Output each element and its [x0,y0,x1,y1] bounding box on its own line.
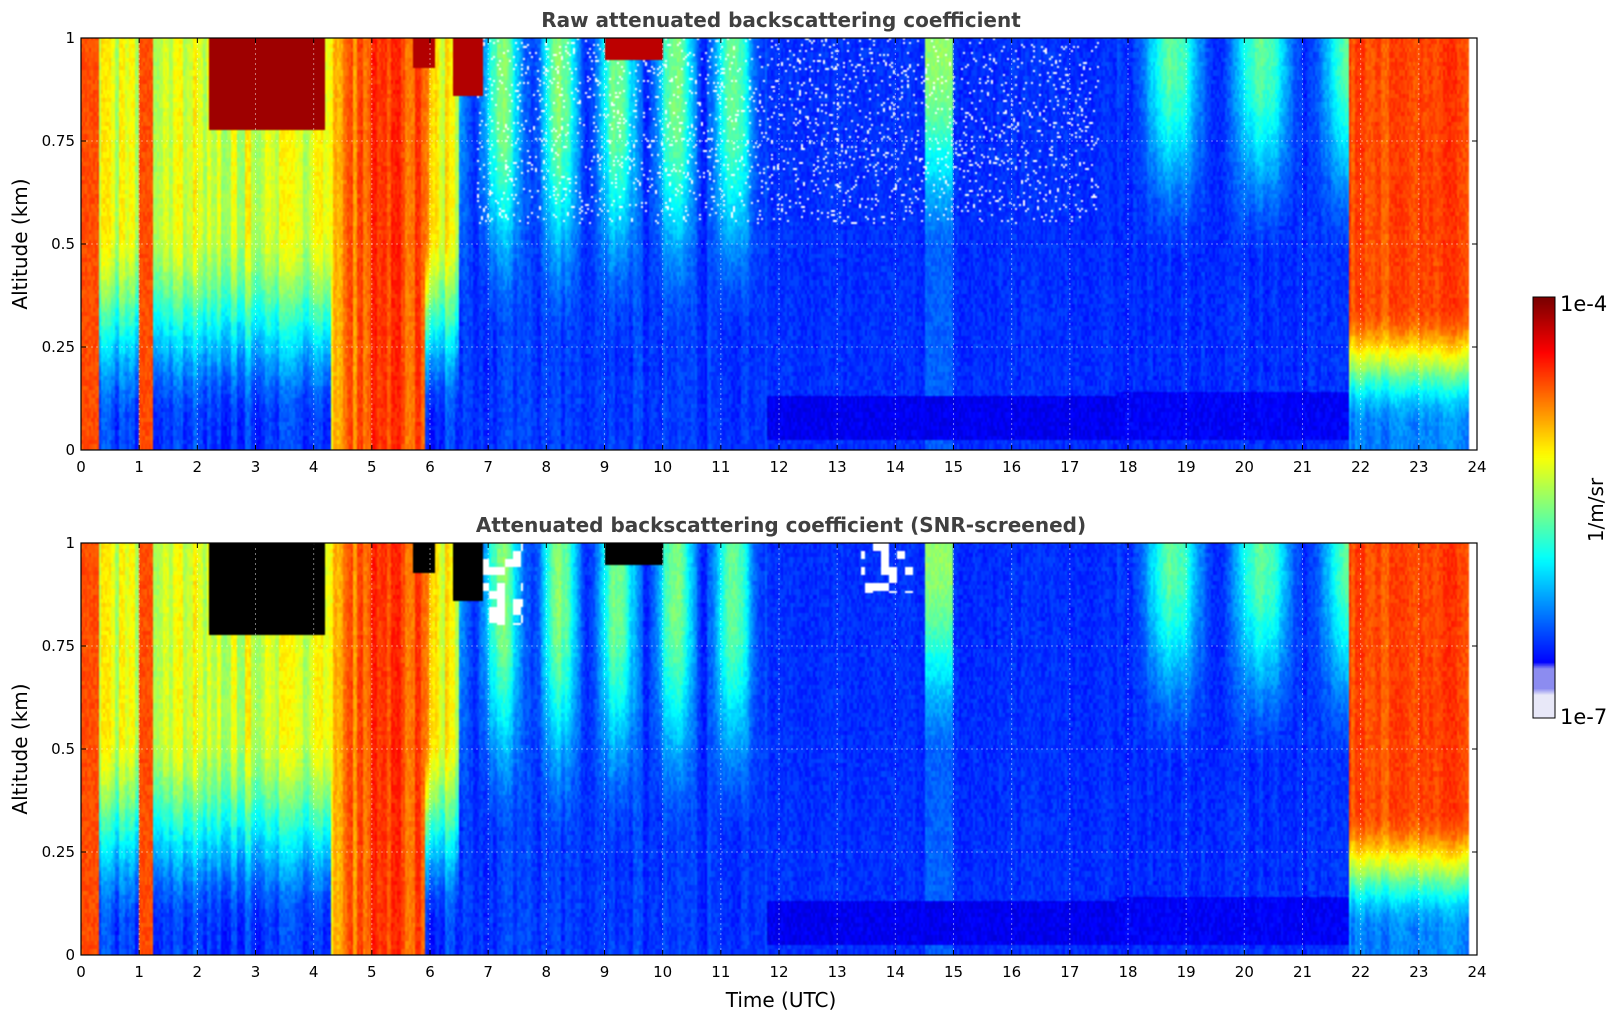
x-tick-label: 9 [600,458,610,476]
x-tick-label: 11 [711,458,730,476]
x-tick-label: 1 [134,458,144,476]
x-tick-label: 4 [309,458,319,476]
x-tick-label: 2 [193,458,203,476]
x-tick-label: 10 [653,963,672,981]
y-tick-label: 0.5 [51,740,75,758]
x-tick-label: 16 [1002,458,1021,476]
colorbar-max-label: 1e-4 [1560,292,1607,316]
x-tick-label: 19 [1177,458,1196,476]
x-tick-label: 6 [425,458,435,476]
x-tick-label: 24 [1467,458,1486,476]
x-tick-label: 19 [1177,963,1196,981]
x-tick-label: 23 [1409,963,1428,981]
x-tick-label: 17 [1060,963,1079,981]
x-tick-label: 12 [769,963,788,981]
bottom-panel-title: Attenuated backscattering coefficient (S… [476,513,1086,537]
x-tick-label: 8 [542,963,552,981]
x-tick-label: 4 [309,963,319,981]
colorbar-min-label: 1e-7 [1560,705,1607,729]
y-tick-label: 0.5 [51,235,75,253]
x-tick-label: 22 [1351,963,1370,981]
y-tick-label: 0.75 [42,132,75,150]
x-tick-label: 13 [828,963,847,981]
x-tick-label: 5 [367,458,377,476]
x-tick-label: 2 [193,963,203,981]
top-gridlines [81,38,1477,450]
x-tick-label: 21 [1293,963,1312,981]
x-tick-label: 9 [600,963,610,981]
x-tick-label: 24 [1467,963,1486,981]
x-tick-label: 11 [711,963,730,981]
x-tick-label: 14 [886,458,905,476]
x-tick-label: 0 [76,458,86,476]
x-tick-label: 3 [251,458,261,476]
x-tick-label: 18 [1118,963,1137,981]
y-tick-label: 0.25 [42,843,75,861]
top-heatmap [81,38,1477,450]
colorbar-frame [1532,296,1556,719]
bottom-y-axis: 0 0.25 0.5 0.75 1 [42,534,1477,964]
bottom-heatmap [81,543,1477,955]
x-tick-label: 1 [134,963,144,981]
y-tick-label: 0 [65,946,75,964]
x-tick-label: 17 [1060,458,1079,476]
top-x-axis: 0 1 2 3 4 5 6 7 8 9 10 11 12 13 14 15 16 17 18 19 20 21 22 23 24 [76,38,1487,476]
bottom-panel: Attenuated backscattering coefficient (S… [8,513,1487,1012]
top-y-axis: 0 0.25 0.5 0.75 1 [42,29,1477,459]
x-tick-label: 10 [653,458,672,476]
x-tick-label: 20 [1235,963,1254,981]
x-tick-label: 22 [1351,458,1370,476]
top-panel: Raw attenuated backscattering coefficien… [8,8,1487,476]
x-tick-label: 16 [1002,963,1021,981]
x-tick-label: 14 [886,963,905,981]
x-tick-label: 7 [483,458,493,476]
bottom-gridlines [81,543,1477,955]
x-tick-label: 18 [1118,458,1137,476]
x-tick-label: 3 [251,963,261,981]
x-tick-label: 6 [425,963,435,981]
top-panel-title: Raw attenuated backscattering coefficien… [541,8,1021,32]
bottom-x-axis-label: Time (UTC) [725,988,837,1012]
colorbar-gradient [1533,297,1555,718]
x-tick-label: 7 [483,963,493,981]
top-y-axis-label: Altitude (km) [8,178,32,309]
bottom-y-axis-label: Altitude (km) [8,683,32,814]
x-tick-label: 0 [76,963,86,981]
y-tick-label: 1 [65,534,75,552]
x-tick-label: 15 [944,963,963,981]
x-tick-label: 20 [1235,458,1254,476]
x-tick-label: 23 [1409,458,1428,476]
x-tick-label: 13 [828,458,847,476]
colorbar-units-label: 1/m/sr [1584,477,1608,542]
y-tick-label: 1 [65,29,75,47]
x-tick-label: 12 [769,458,788,476]
colorbar: 1e-4 1e-7 1/m/sr [1532,292,1608,729]
x-tick-label: 8 [542,458,552,476]
y-tick-label: 0.25 [42,338,75,356]
bottom-x-axis: 0 1 2 3 4 5 6 7 8 9 10 11 12 13 14 15 16 17 18 19 20 21 22 23 24 [76,543,1487,981]
y-tick-label: 0 [65,441,75,459]
y-tick-label: 0.75 [42,637,75,655]
x-tick-label: 21 [1293,458,1312,476]
x-tick-label: 15 [944,458,963,476]
x-tick-label: 5 [367,963,377,981]
